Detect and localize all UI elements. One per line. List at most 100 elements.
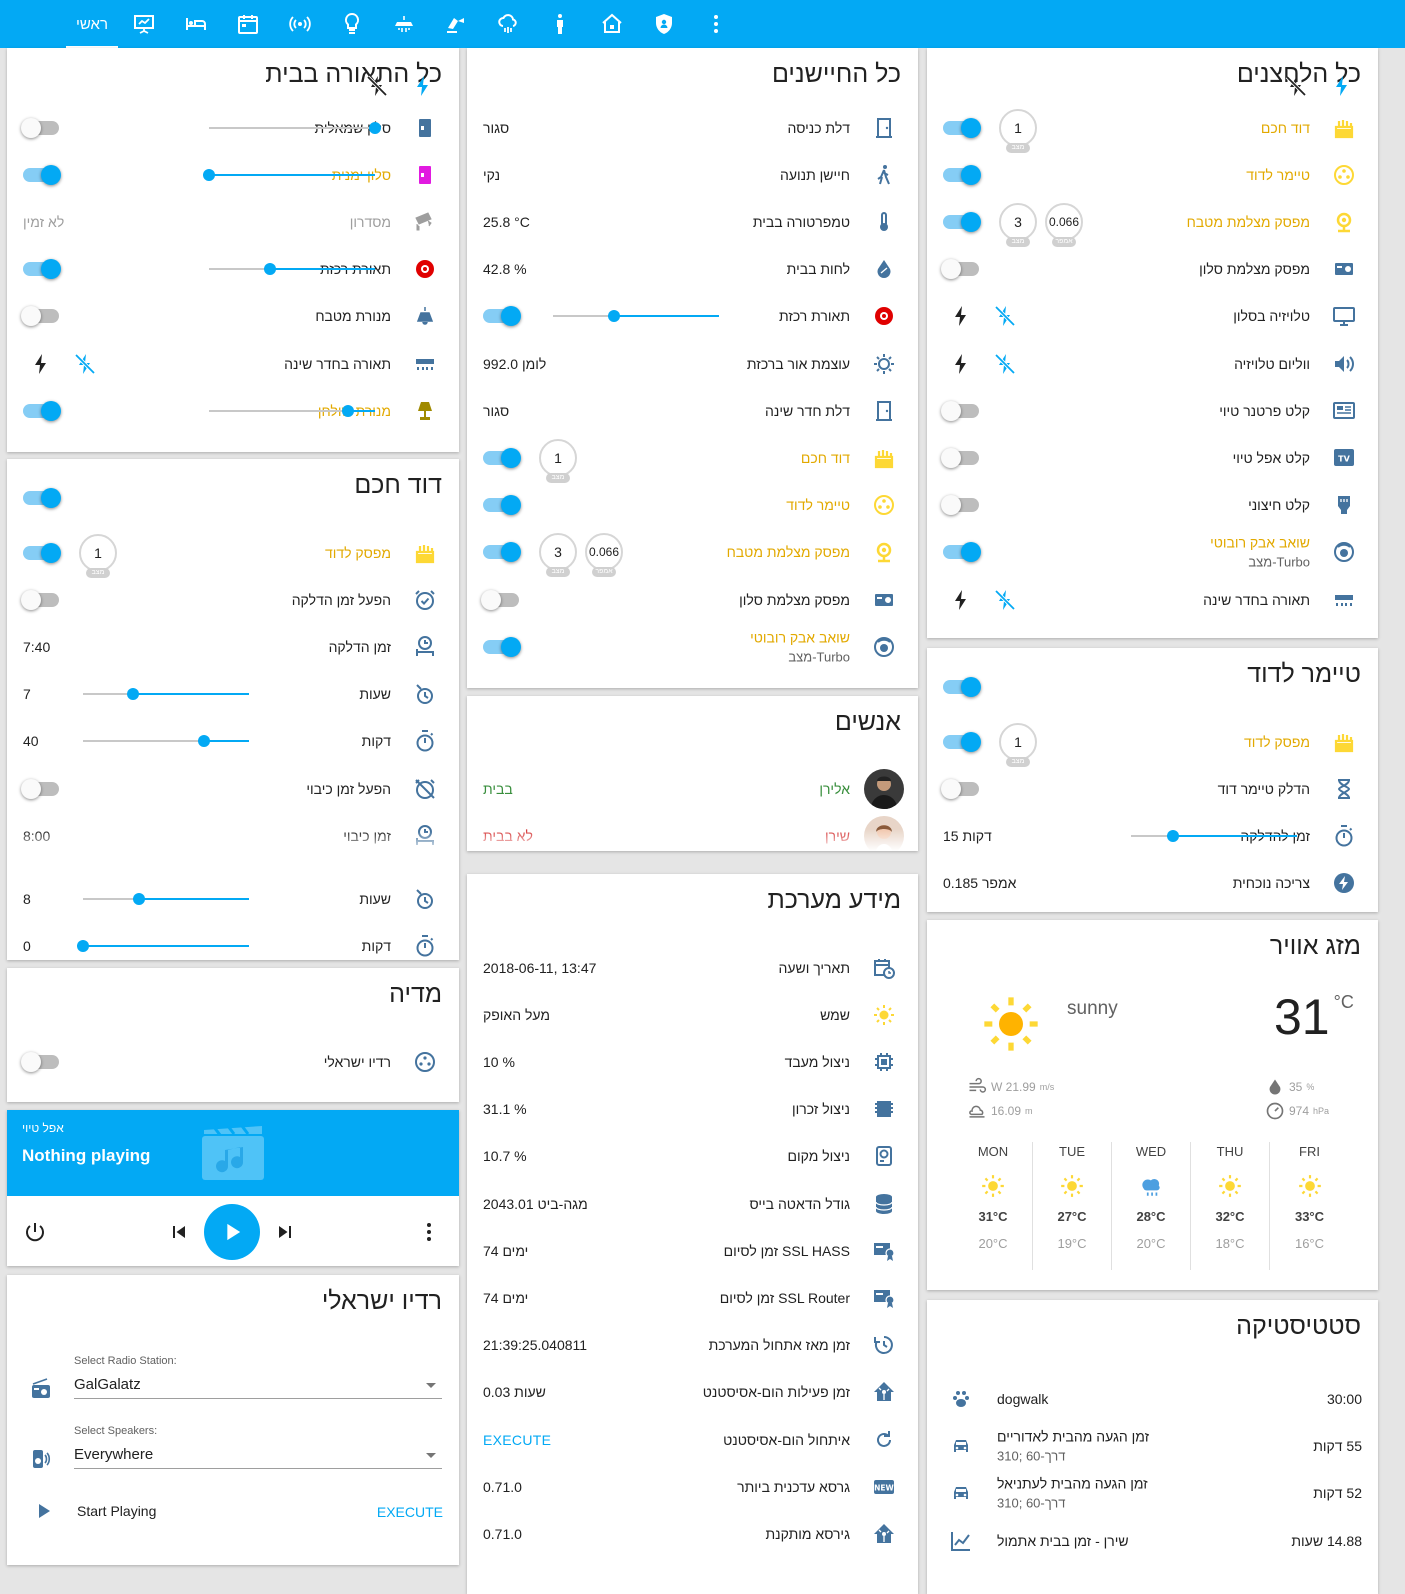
entity-name[interactable]: גרסא עדכנית ביותר — [737, 1478, 850, 1495]
tab-more-vert[interactable] — [690, 0, 742, 48]
turn-off-button[interactable] — [993, 352, 1017, 376]
tab-water-heater[interactable] — [378, 0, 430, 48]
entity-name[interactable]: מפסק מצלמת סלון — [1199, 261, 1310, 277]
toggle-switch[interactable] — [23, 259, 61, 280]
toggle-switch[interactable] — [481, 589, 519, 610]
slider[interactable] — [209, 263, 375, 276]
toggle-switch[interactable] — [941, 778, 979, 799]
all-off-button[interactable] — [1284, 74, 1308, 98]
speakers-select[interactable]: Everywhere — [74, 1443, 442, 1469]
slider-knob[interactable] — [126, 688, 139, 701]
turn-off-button[interactable] — [993, 304, 1017, 328]
entity-name[interactable]: תאורת רכזת — [779, 308, 850, 324]
toggle-switch[interactable] — [21, 778, 59, 799]
entity-name[interactable]: שעות — [359, 686, 391, 702]
state-badge[interactable]: 1 מצב — [999, 108, 1037, 153]
slider[interactable] — [553, 310, 719, 323]
toggle-switch[interactable] — [943, 731, 981, 752]
slider-knob[interactable] — [342, 404, 355, 417]
tab-wifi-radio[interactable] — [274, 0, 326, 48]
entity-name[interactable]: חיישן תנועה — [780, 167, 850, 183]
entity-name[interactable]: מפסק מצלמת מטבח — [727, 544, 850, 560]
slider-knob[interactable] — [264, 263, 277, 276]
entity-name[interactable]: זמן הגעה מהבית לעתניאל דרך-60 ;310 — [997, 1476, 1148, 1511]
entity-name[interactable]: הדלק טיימר דוד — [1218, 781, 1310, 797]
slider[interactable] — [209, 121, 381, 134]
turn-on-button[interactable] — [29, 352, 53, 376]
execute-button[interactable]: EXECUTE — [483, 1431, 552, 1448]
toggle-switch[interactable] — [943, 164, 981, 185]
tab-robot-vacuum[interactable] — [430, 0, 482, 48]
previous-track-button[interactable] — [167, 1220, 191, 1244]
turn-off-button[interactable] — [73, 352, 97, 376]
entity-name[interactable]: קלט פרטנר טיוי — [1219, 403, 1310, 419]
slider-knob[interactable] — [203, 168, 215, 181]
state-badge[interactable]: 1 מצב — [539, 438, 577, 483]
turn-off-button[interactable] — [993, 588, 1017, 612]
turn-on-button[interactable] — [949, 304, 973, 328]
toggle-switch[interactable] — [483, 306, 521, 327]
entity-name[interactable]: טמפרטורה בבית — [753, 214, 850, 230]
toggle-switch[interactable] — [23, 400, 61, 421]
entity-name[interactable]: שואב אבק רובוטי מצב-Turbo — [1210, 535, 1310, 570]
entity-name[interactable]: הפעל זמן כיבוי — [306, 781, 391, 797]
entity-name[interactable]: תאורה בחדר שינה — [284, 356, 391, 372]
card-toggle-switch[interactable] — [23, 488, 61, 508]
entity-name[interactable]: זמן לסיום SSL Router — [719, 1289, 850, 1306]
state-badge[interactable]: 1 מצב — [79, 533, 117, 578]
entity-name[interactable]: שואב אבק רובוטי מצב-Turbo — [750, 629, 850, 664]
entity-name[interactable]: זמן מאז אתחול המערכת — [708, 1337, 850, 1354]
toggle-switch[interactable] — [483, 542, 521, 563]
all-off-button[interactable] — [365, 74, 389, 98]
play-button[interactable] — [204, 1204, 260, 1260]
state-badge[interactable]: 1 מצב — [999, 722, 1037, 767]
toggle-switch[interactable] — [483, 447, 521, 468]
toggle-switch[interactable] — [23, 542, 61, 563]
entity-name[interactable]: דלת חדר שינה — [765, 403, 850, 419]
tab-person[interactable] — [534, 0, 586, 48]
slider[interactable] — [83, 688, 249, 701]
toggle-switch[interactable] — [21, 1051, 59, 1072]
slider[interactable] — [209, 404, 375, 417]
tab-weather-rain[interactable] — [482, 0, 534, 48]
entity-name[interactable]: דקות — [362, 733, 391, 749]
card-toggle-switch[interactable] — [943, 677, 981, 697]
toggle-switch[interactable] — [941, 259, 979, 280]
entity-name[interactable]: מפסק מצלמת מטבח — [1187, 214, 1310, 230]
all-on-button[interactable] — [1330, 74, 1354, 98]
slider-knob[interactable] — [133, 892, 146, 905]
tab-shield[interactable] — [638, 0, 690, 48]
entity-name[interactable]: קלט אפל טיוי — [1233, 450, 1310, 466]
entity-name[interactable]: דקות — [362, 938, 391, 954]
state-badge[interactable]: 3 מצב — [999, 202, 1037, 247]
toggle-switch[interactable] — [21, 306, 59, 327]
entity-name[interactable]: דוד חכם — [1261, 120, 1310, 136]
entity-name[interactable]: דוד חכם — [801, 450, 850, 466]
entity-name[interactable]: שעות — [359, 891, 391, 907]
entity-name[interactable]: מפסק לדוד — [1244, 734, 1310, 750]
entity-name[interactable]: זמן פעילות הום-אסיסטנט — [702, 1384, 850, 1401]
toggle-switch[interactable] — [943, 117, 981, 138]
slider-knob[interactable] — [198, 735, 211, 748]
entity-name[interactable]: מפסק מצלמת סלון — [739, 592, 850, 608]
entity-name[interactable]: טיימר לדוד — [786, 497, 850, 513]
person-row[interactable]: אלירן בבית — [467, 765, 918, 812]
more-options-icon[interactable] — [417, 1220, 441, 1244]
entity-name[interactable]: זמן הגעה מהבית לאדוריים דרך-60 ;310 — [997, 1428, 1149, 1463]
entity-name[interactable]: ניצול מעבד — [784, 1053, 850, 1070]
slider[interactable] — [1131, 829, 1297, 842]
execute-button[interactable]: EXECUTE — [376, 1504, 443, 1520]
entity-name[interactable]: מנורת מטבח — [315, 308, 391, 324]
entity-name[interactable]: טיימר לדוד — [1246, 167, 1310, 183]
tab-house[interactable] — [586, 0, 638, 48]
entity-name[interactable]: קלט חיצוני — [1248, 497, 1310, 513]
entity-name[interactable]: תאורה בחדר שינה — [1203, 592, 1310, 608]
slider[interactable] — [83, 735, 249, 748]
turn-on-button[interactable] — [949, 352, 973, 376]
entity-name[interactable]: איתחול הום-אסיסטנט — [723, 1431, 850, 1448]
entity-name[interactable]: תאריך ושעה — [778, 959, 850, 976]
toggle-switch[interactable] — [21, 589, 59, 610]
toggle-switch[interactable] — [483, 636, 521, 657]
entity-name[interactable]: dogwalk — [997, 1391, 1048, 1407]
next-track-button[interactable] — [273, 1220, 297, 1244]
